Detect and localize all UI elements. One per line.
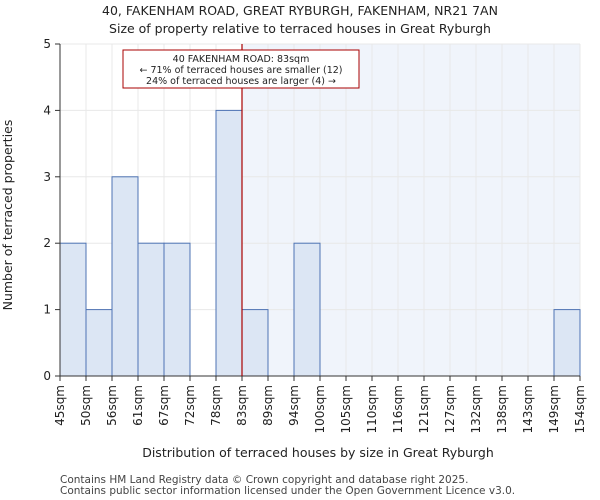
annotation-line-2: ← 71% of terraced houses are smaller (12…: [139, 65, 342, 76]
y-axis-label: Number of terraced properties: [0, 120, 15, 311]
y-tick-label: 2: [43, 236, 51, 250]
x-axis-label: Distribution of terraced houses by size …: [142, 445, 494, 460]
x-tick-label: 116sqm: [391, 385, 405, 433]
x-tick-label: 61sqm: [131, 385, 145, 426]
highlight-region-fill: [242, 44, 580, 376]
bar-83sqm: [241, 309, 269, 377]
x-tick-label: 154sqm: [573, 385, 587, 433]
x-tick-label: 127sqm: [443, 385, 457, 433]
chart-title-line-2: Size of property relative to terraced ho…: [109, 21, 491, 36]
x-tick-labels: 45sqm 50sqm 56sqm 61sqm 67sqm 72sqm 78sqm 83sqm…: [53, 376, 587, 433]
y-tick-label: 3: [43, 170, 51, 184]
x-tick-label: 143sqm: [521, 385, 535, 433]
bar-56sqm: [111, 176, 139, 377]
x-tick-label: 83sqm: [235, 385, 249, 426]
chart-title-line-1: 40, FAKENHAM ROAD, GREAT RYBURGH, FAKENH…: [102, 3, 498, 18]
x-tick-label: 100sqm: [313, 385, 327, 433]
annotation-line-3: 24% of terraced houses are larger (4) →: [146, 76, 336, 87]
x-tick-label: 78sqm: [209, 385, 223, 426]
x-tick-label: 132sqm: [469, 385, 483, 433]
y-tick-label: 5: [43, 37, 51, 51]
bar-61sqm: [137, 242, 165, 377]
x-tick-label: 149sqm: [547, 385, 561, 433]
y-tick-label: 4: [43, 103, 51, 117]
bar-50sqm: [85, 309, 113, 377]
highlight-region: [242, 44, 580, 376]
bar-149sqm: [553, 309, 581, 377]
annotation-box: 40 FAKENHAM ROAD: 83sqm ← 71% of terrace…: [122, 49, 360, 89]
footer-line-1: Contains HM Land Registry data © Crown c…: [60, 474, 468, 486]
y-tick-labels: 0 1 2 3 4 5: [43, 37, 60, 383]
footer-line-2: Contains public sector information licen…: [60, 485, 515, 497]
bar-78sqm: [215, 109, 243, 377]
y-tick-label: 1: [43, 303, 51, 317]
x-tick-label: 67sqm: [157, 385, 171, 426]
bar-94sqm: [293, 242, 321, 377]
annotation-frame: [122, 49, 360, 89]
x-tick-label: 89sqm: [261, 385, 275, 426]
x-tick-label: 50sqm: [79, 385, 93, 426]
x-tick-label: 45sqm: [53, 385, 67, 426]
bar-67sqm: [163, 242, 191, 377]
bars: [59, 109, 581, 377]
y-tick-label: 0: [43, 369, 51, 383]
x-tick-label: 110sqm: [365, 385, 379, 433]
x-tick-label: 121sqm: [417, 385, 431, 433]
x-tick-label: 94sqm: [287, 385, 301, 426]
x-tick-label: 72sqm: [183, 385, 197, 426]
x-tick-label: 105sqm: [339, 385, 353, 433]
annotation-line-1: 40 FAKENHAM ROAD: 83sqm: [173, 54, 310, 65]
x-tick-label: 56sqm: [105, 385, 119, 426]
x-tick-label: 138sqm: [495, 385, 509, 433]
bar-45sqm: [59, 242, 87, 377]
